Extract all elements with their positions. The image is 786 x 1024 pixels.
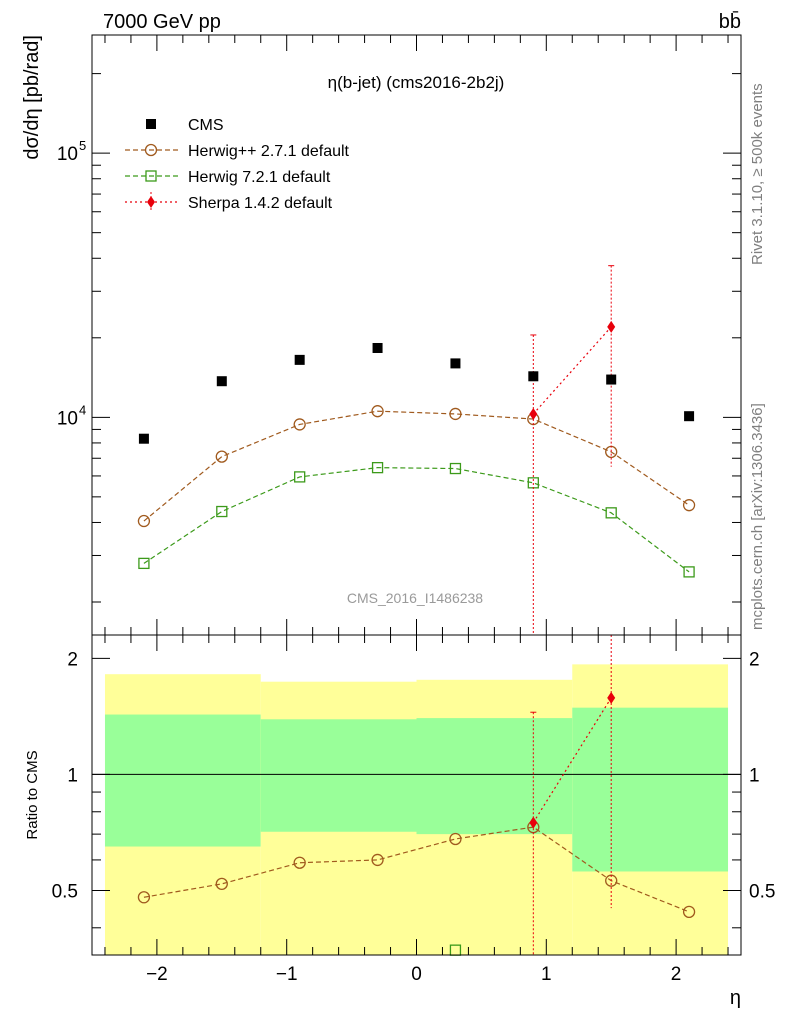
ratio-series-line-herwig-2-7-1-default (143, 826, 690, 913)
main-y-tick-label: 10 (57, 144, 78, 165)
ratio-y-axis-label: Ratio to CMS (24, 750, 41, 839)
ratio-y-tick-label-left: 1 (67, 765, 78, 786)
main-point-herwig-7-2-1-default (371, 461, 384, 474)
ratio-band-inner (260, 719, 417, 832)
main-point-cms (684, 411, 695, 422)
main-series-line-herwig-2-7-1-default (143, 410, 690, 522)
main-point-herwig-2-7-1-default (371, 405, 384, 418)
x-tick-label: 1 (541, 964, 552, 985)
ratio-y-ticks: 0.5 0.5 1 1 2 2 (52, 649, 775, 929)
ratio-y-tick-label-left: 2 (67, 649, 78, 670)
legend-marker-herwig-2-7-1-default (144, 143, 158, 157)
ratio-point-herwig-2-7-1-default (137, 891, 151, 904)
ratio-x-ticks: −2 −1 0 1 2 (104, 635, 729, 985)
ratio-panel: 0.5 0.5 1 1 2 2 −2 −1 0 1 2 Ratio to CMS η (24, 634, 775, 1009)
ratio-point-herwig-2-7-1-default (293, 856, 306, 869)
main-point-cms (294, 354, 305, 365)
main-point-herwig-2-7-1-default (682, 499, 696, 512)
main-point-herwig-7-2-1-default (216, 505, 228, 518)
legend-marker-cms (146, 119, 156, 129)
x-tick-label: −1 (276, 964, 298, 985)
watermark: CMS_2016_I1486238 (347, 590, 483, 606)
main-y-axis-label: dσ/dη [pb/rad] (21, 35, 43, 160)
process-label: bb̄ (719, 10, 741, 33)
legend-label-herwig-7-2-1-default: Herwig 7.2.1 default (188, 169, 331, 186)
main-point-sherpa-1-4-2-default (607, 320, 616, 333)
x-tick-label: −2 (146, 964, 168, 985)
main-point-cms (372, 342, 383, 353)
legend-marker-sherpa-1-4-2-default (147, 196, 155, 208)
ratio-y-tick-label-right: 1 (749, 765, 760, 786)
x-tick-label: 0 (411, 964, 422, 985)
x-tick-label: 2 (671, 964, 682, 985)
main-series-line-herwig-7-2-1-default (143, 467, 690, 573)
legend-label-sherpa-1-4-2-default: Sherpa 1.4.2 default (188, 195, 333, 212)
legend-label-cms: CMS (188, 117, 224, 134)
legend: CMS Herwig++ 2.7.1 default Herwig 7.2.1 de… (125, 117, 350, 212)
legend-label-herwig-2-7-1-default: Herwig++ 2.7.1 default (188, 143, 350, 160)
ratio-point-sherpa-1-4-2-default (607, 691, 616, 704)
main-point-cms (606, 374, 617, 385)
ratio-point-herwig-2-7-1-default (371, 853, 384, 867)
main-title: η(b-jet) (cms2016-2b2j) (328, 73, 505, 92)
main-point-herwig-7-2-1-default (138, 557, 150, 570)
ratio-y-tick-label-right: 0.5 (749, 881, 775, 902)
ratio-plot-area (92, 635, 741, 956)
main-series-line-sherpa-1-4-2-default (532, 326, 612, 415)
main-point-cms (138, 433, 149, 444)
ratio-point-sherpa-1-4-2-default (529, 816, 538, 829)
ratio-y-tick-label-left: 0.5 (52, 881, 78, 902)
main-point-cms (216, 376, 227, 387)
ratio-point-herwig-2-7-1-default (215, 877, 228, 891)
ratio-point-herwig-2-7-1-default (682, 905, 696, 918)
x-axis-label: η (730, 987, 741, 1009)
main-point-herwig-7-2-1-default (294, 471, 306, 483)
main-point-herwig-7-2-1-default (605, 507, 617, 519)
main-point-cms (450, 358, 461, 369)
main-y-tick-exponent: 4 (79, 402, 86, 417)
main-point-herwig-2-7-1-default (449, 407, 462, 421)
main-x-ticks (104, 35, 729, 635)
main-y-tick-label: 10 (57, 408, 78, 429)
ratio-band-inner (572, 707, 729, 872)
main-point-herwig-2-7-1-default (215, 450, 228, 463)
legend-marker-herwig-7-2-1-default (145, 170, 157, 182)
main-y-tick-exponent: 5 (79, 138, 86, 153)
mcplots-label: mcplots.cern.ch [arXiv:1306.3436] (749, 403, 766, 630)
main-point-herwig-7-2-1-default (449, 462, 462, 475)
main-point-cms (528, 371, 539, 382)
ratio-band-inner (104, 714, 261, 847)
ratio-band-inner (416, 718, 573, 835)
main-plot-area (137, 265, 696, 635)
main-point-sherpa-1-4-2-default (529, 407, 538, 420)
rivet-label: Rivet 3.1.10, ≥ 500k events (749, 83, 766, 265)
energy-label: 7000 GeV pp (103, 11, 221, 33)
main-point-herwig-2-7-1-default (293, 418, 306, 431)
ratio-y-tick-label-right: 2 (749, 649, 760, 670)
ratio-point-herwig-2-7-1-default (449, 832, 462, 846)
main-point-herwig-2-7-1-default (137, 514, 151, 528)
main-point-herwig-7-2-1-default (683, 566, 695, 578)
